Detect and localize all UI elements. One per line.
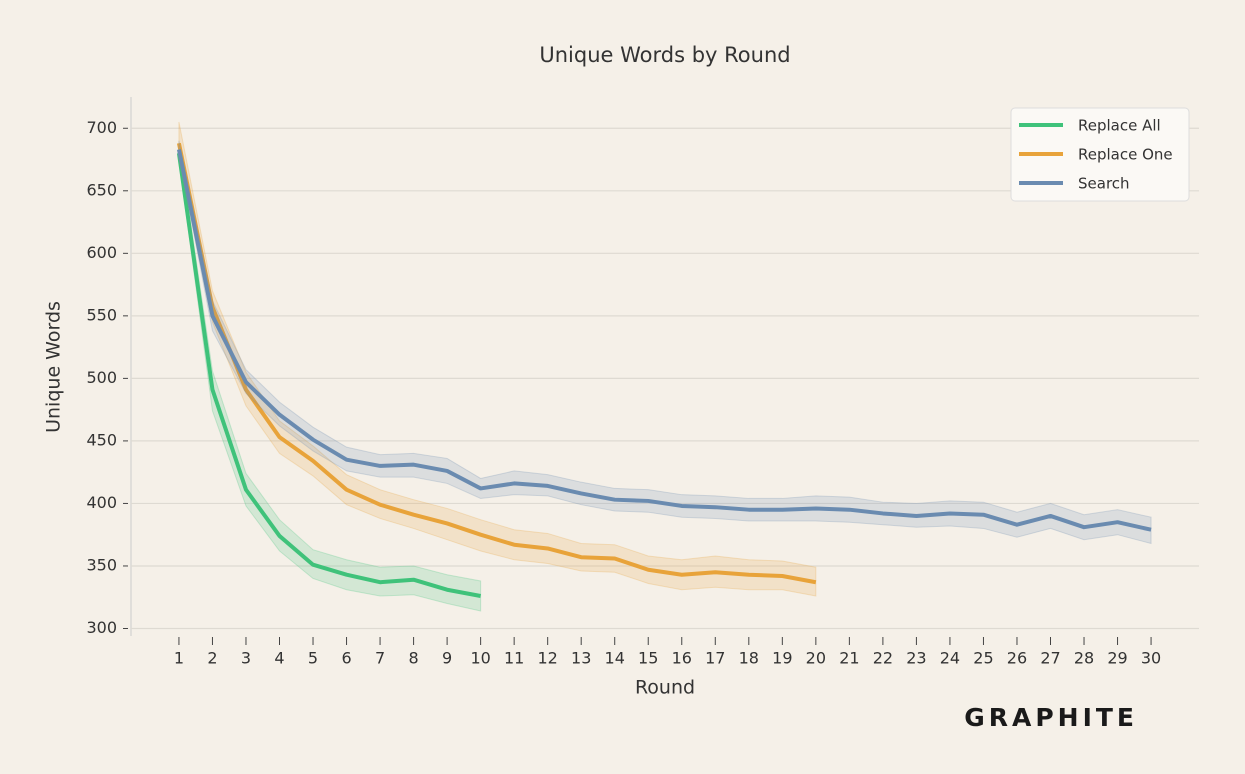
line (176, 149, 1152, 532)
line (176, 142, 817, 585)
confidence-band (178, 140, 1152, 545)
legend-label: Replace One (1078, 146, 1173, 164)
x-tick-label: 30 (1141, 649, 1161, 668)
x-axis-title: Round (635, 677, 695, 699)
legend-label: Search (1078, 175, 1130, 193)
x-tick-label: 10 (470, 649, 490, 668)
y-tick-label: 350 (86, 555, 117, 574)
y-tick-label: 500 (86, 368, 117, 387)
legend-box (1010, 107, 1190, 202)
x-tick-label: 18 (739, 649, 759, 668)
x-tick-label: 28 (1074, 649, 1094, 668)
x-tick-label: 4 (274, 649, 284, 668)
y-tick-label: 700 (86, 118, 117, 137)
x-tick-label: 17 (705, 649, 725, 668)
line (176, 152, 481, 598)
x-tick-label: 19 (772, 649, 792, 668)
x-tick-label: 2 (207, 649, 217, 668)
y-tick-label: 550 (86, 305, 117, 324)
x-tick-label: 23 (906, 649, 926, 668)
x-tick-label: 27 (1040, 649, 1060, 668)
x-tick-label: 22 (873, 649, 893, 668)
legend-label: Replace All (1078, 117, 1161, 135)
y-tick-label: 400 (86, 493, 117, 512)
x-tick-label: 24 (940, 649, 960, 668)
x-tick-label: 29 (1107, 649, 1127, 668)
y-tick-label: 450 (86, 430, 117, 449)
confidence-band (178, 121, 817, 597)
chart-title: Unique Words by Round (539, 43, 790, 67)
x-tick-label: 13 (571, 649, 591, 668)
x-tick-label: 16 (672, 649, 692, 668)
x-tick-label: 21 (839, 649, 859, 668)
y-tick-label: 300 (86, 618, 117, 637)
y-tick-label: 650 (86, 180, 117, 199)
x-tick-label: 7 (375, 649, 385, 668)
y-axis-title: Unique Words (43, 301, 65, 433)
x-tick-label: 25 (973, 649, 993, 668)
x-tick-label: 3 (241, 649, 251, 668)
x-tick-label: 1 (174, 649, 184, 668)
x-tick-label: 6 (341, 649, 351, 668)
x-tick-label: 5 (308, 649, 318, 668)
y-tick-label: 600 (86, 243, 117, 262)
x-tick-label: 9 (442, 649, 452, 668)
x-tick-label: 15 (638, 649, 658, 668)
x-tick-label: 11 (504, 649, 524, 668)
confidence-band (178, 143, 482, 612)
x-tick-label: 20 (806, 649, 826, 668)
x-tick-label: 14 (605, 649, 625, 668)
watermark: GRAPHITE (964, 703, 1138, 732)
x-tick-label: 26 (1007, 649, 1027, 668)
x-tick-label: 12 (537, 649, 557, 668)
x-tick-label: 8 (408, 649, 418, 668)
